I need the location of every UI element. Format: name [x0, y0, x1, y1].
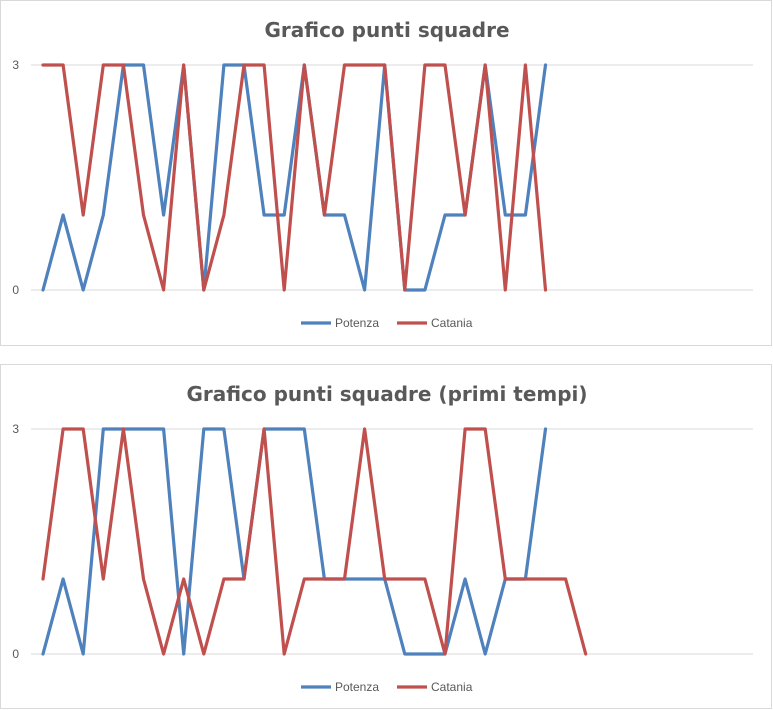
series-line-potenza [41, 63, 548, 292]
legend-label-potenza: Potenza [335, 316, 379, 330]
legend-label-catania: Catania [431, 680, 473, 694]
legend-label-potenza: Potenza [335, 680, 379, 694]
y-tick-label: 0 [12, 647, 19, 661]
y-tick-label: 0 [12, 283, 19, 297]
chart-1-svg: Grafico punti squadre 0 3 Potenza Catania [12, 18, 753, 330]
chart-title: Grafico punti squadre (primi tempi) [186, 382, 587, 406]
chart-2-svg: Grafico punti squadre (primi tempi) 0 3 Pot… [12, 382, 753, 694]
series-line-catania [41, 427, 588, 656]
chart-panel-1: Grafico punti squadre 0 3 Potenza Catania [0, 0, 772, 346]
y-tick-label: 3 [12, 58, 19, 72]
chart-title: Grafico punti squadre [264, 18, 509, 42]
series-line-catania [41, 63, 548, 292]
y-tick-label: 3 [12, 422, 19, 436]
chart-panel-2: Grafico punti squadre (primi tempi) 0 3 Pot… [0, 364, 772, 709]
legend-label-catania: Catania [431, 316, 473, 330]
series-line-potenza [41, 427, 548, 656]
